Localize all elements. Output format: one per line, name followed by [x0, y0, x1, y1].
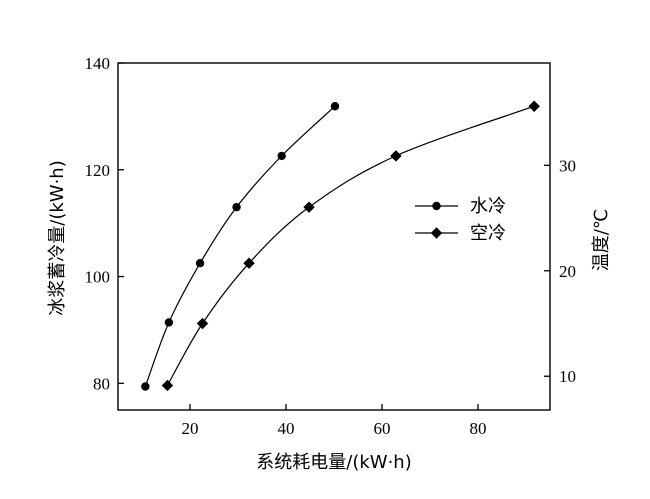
series-1-point-1 [141, 382, 150, 391]
series-2-point-5 [390, 150, 402, 162]
axis-ticks: 20 40 60 80 80 100 120 140 10 20 30 [85, 54, 577, 438]
series-layer [141, 100, 540, 392]
y2-tick-label-20: 20 [559, 262, 576, 281]
y-tick-label-120: 120 [85, 161, 111, 180]
series-2-point-4 [303, 201, 315, 213]
y2-axis-title: 温度/℃ [591, 209, 612, 271]
series-2 [161, 100, 540, 392]
x-tick-label-80: 80 [470, 419, 487, 438]
legend-marker-1 [432, 201, 441, 211]
plot-frame [117, 62, 551, 411]
series-1-point-4 [232, 202, 241, 212]
x-tick-label-60: 60 [374, 419, 391, 438]
series-line-1 [144, 105, 336, 387]
series-1-point-2 [164, 318, 174, 327]
series-1 [141, 102, 340, 391]
series-2-point-3 [243, 257, 255, 269]
y-tick-label-140: 140 [85, 54, 111, 73]
series-1-point-3 [195, 258, 205, 268]
x-axis-title: 系统耗电量/(kW·h) [256, 452, 411, 473]
y-tick-label-80: 80 [93, 374, 110, 393]
plot-border [117, 62, 551, 411]
y2-tick-label-10: 10 [559, 367, 576, 386]
legend-marker-2 [430, 227, 443, 239]
series-1-point-5 [277, 151, 286, 161]
y-tick-label-100: 100 [85, 268, 111, 287]
y-axis-title: 冰浆蓄冷量/(kW·h) [47, 160, 68, 315]
series-2-point-1 [161, 379, 174, 392]
series-2-point-6 [528, 100, 540, 112]
x-tick-label-40: 40 [278, 419, 295, 438]
y2-tick-label-30: 30 [559, 156, 576, 175]
series-1-point-6 [330, 102, 340, 111]
series-2-point-2 [196, 317, 209, 330]
legend-label-2: 空冷 [470, 223, 506, 244]
x-tick-label-20: 20 [182, 419, 199, 438]
series-line-2 [166, 105, 535, 386]
legend-label-1: 水冷 [470, 196, 506, 217]
